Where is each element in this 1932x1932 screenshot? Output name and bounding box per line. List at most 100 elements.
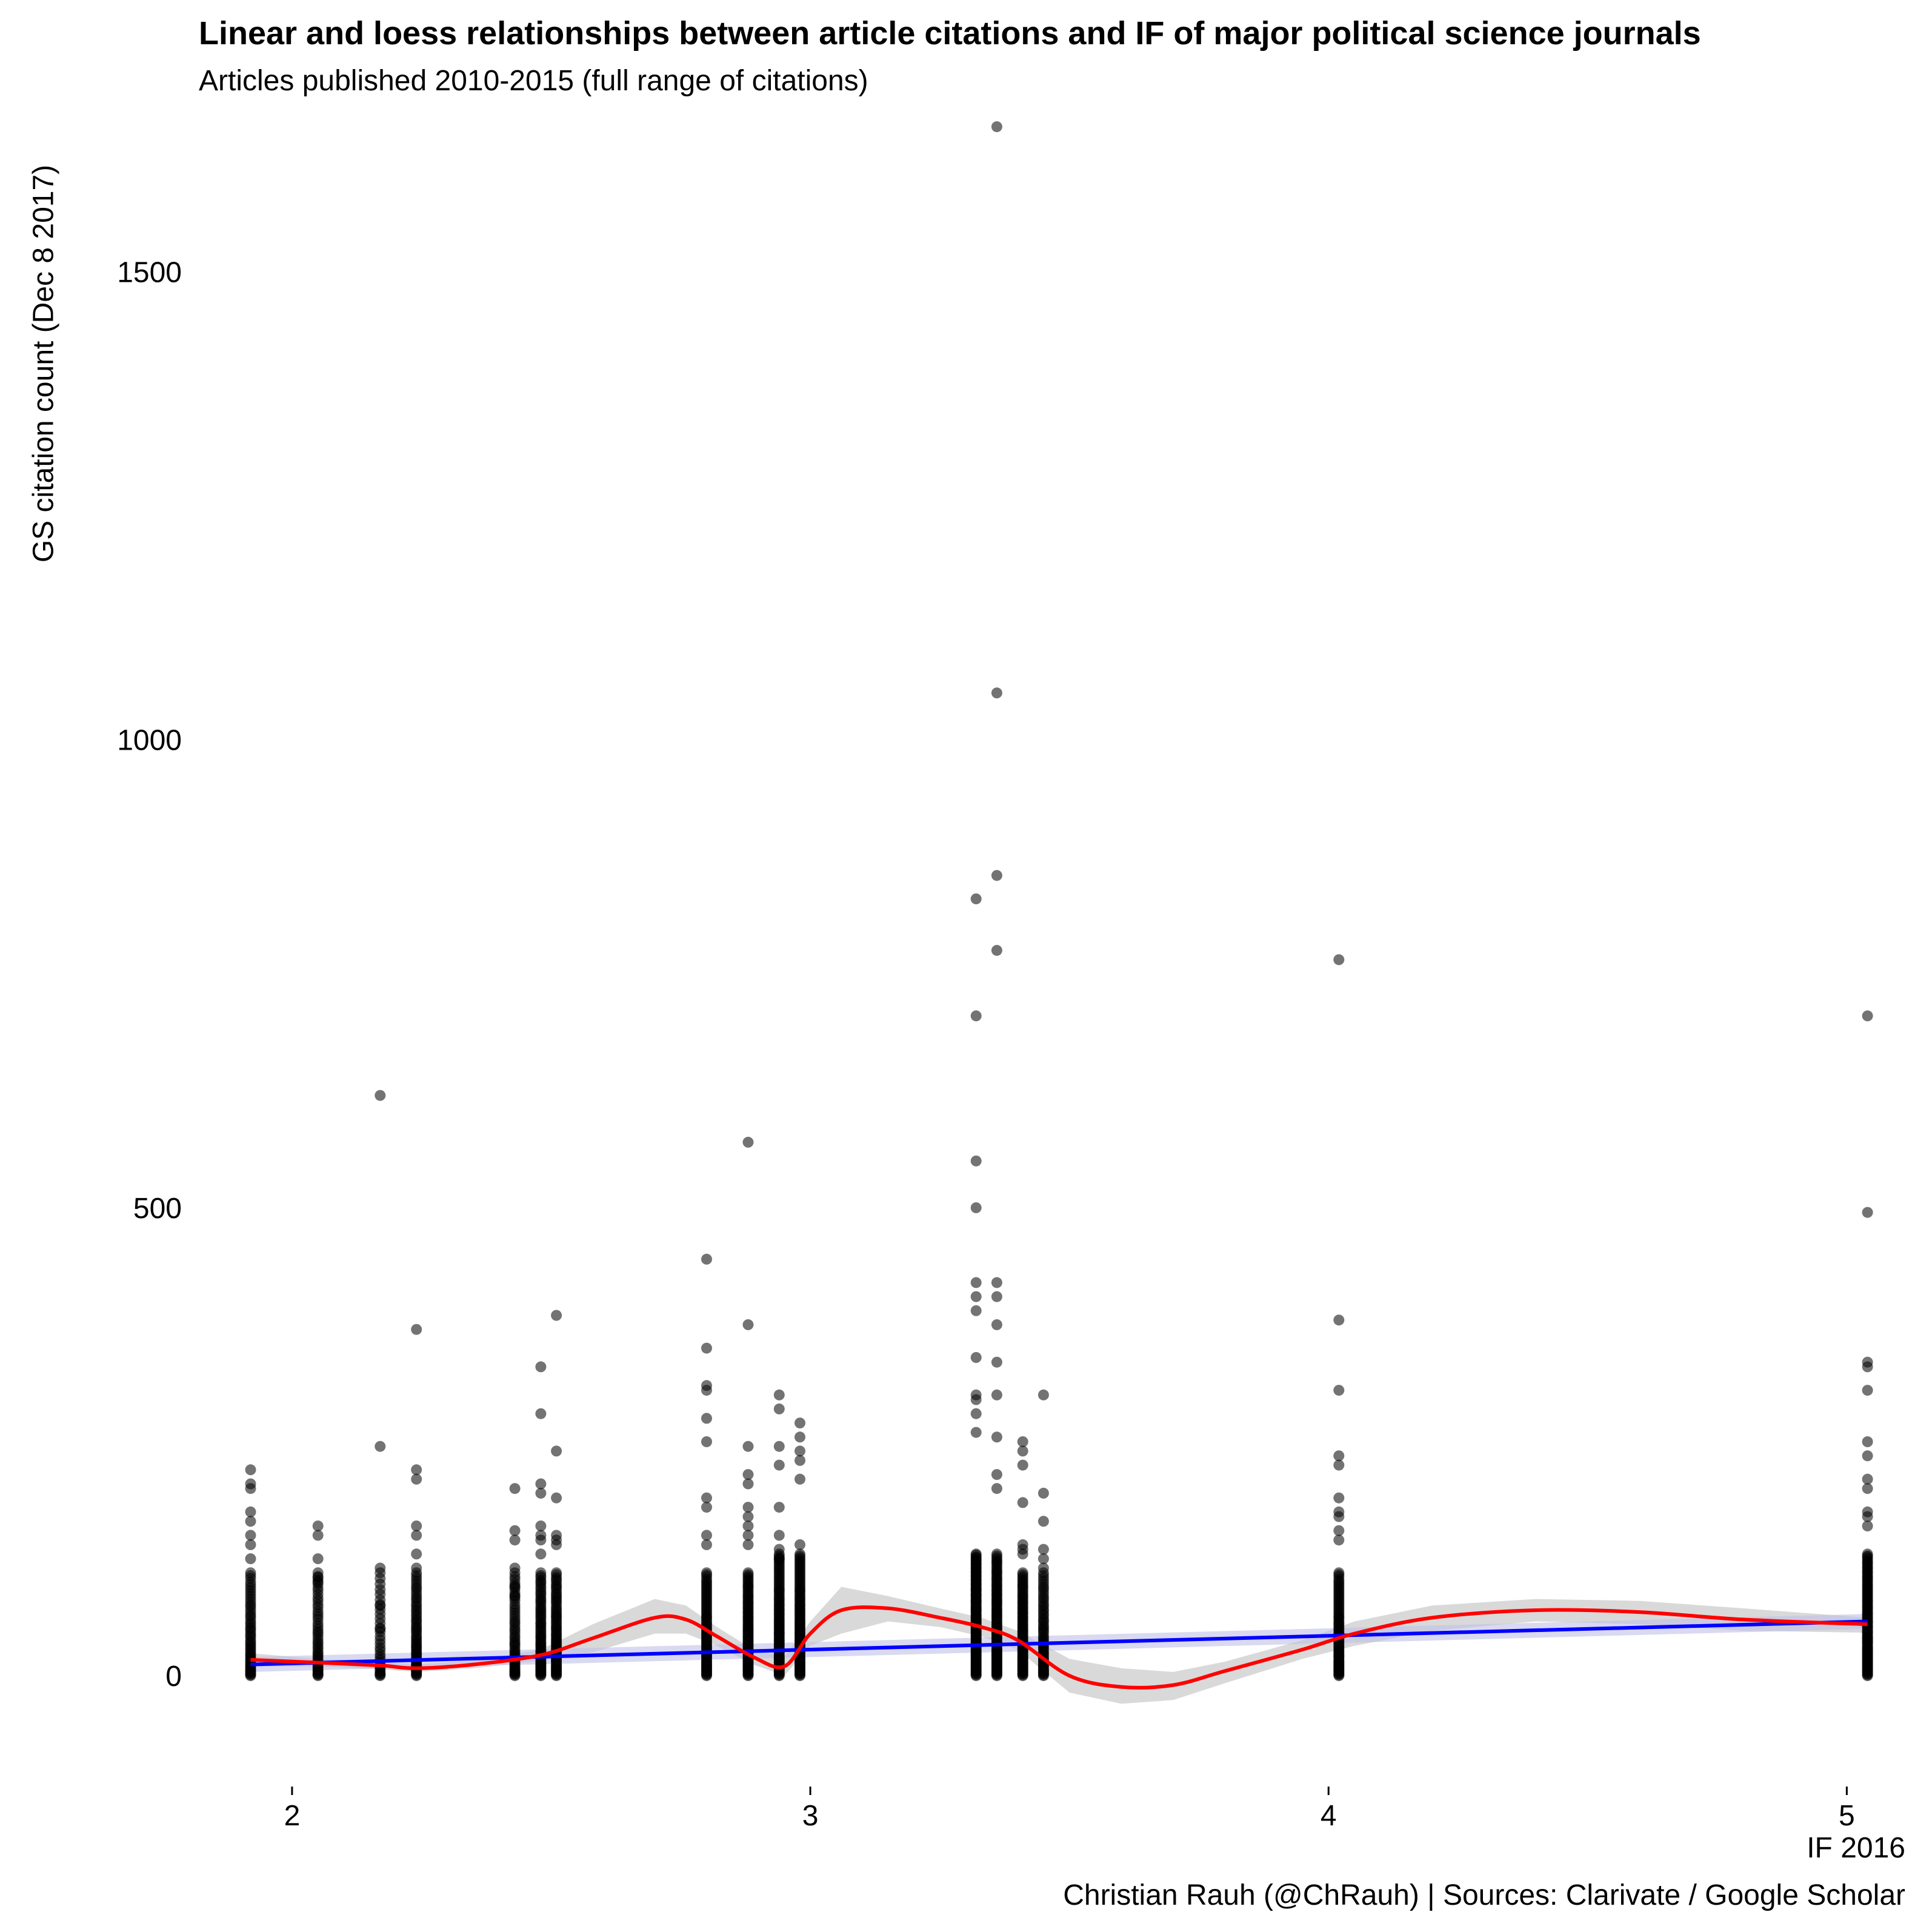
data-point: [245, 1539, 256, 1550]
data-point: [411, 1530, 422, 1541]
data-point: [1038, 1389, 1049, 1401]
data-point: [312, 1576, 324, 1588]
data-point: [742, 1319, 754, 1330]
data-point: [551, 1539, 562, 1550]
data-point: [1333, 1385, 1345, 1396]
data-point: [970, 1548, 982, 1560]
fit-lines-layer: [250, 1605, 1868, 1690]
data-point: [970, 1277, 982, 1288]
data-point: [970, 1155, 982, 1167]
data-point: [1862, 1483, 1873, 1494]
data-point: [509, 1590, 521, 1602]
data-point: [1862, 1548, 1873, 1560]
data-point: [245, 1464, 256, 1476]
data-point: [509, 1562, 521, 1574]
data-point: [773, 1553, 785, 1565]
data-point: [1017, 1445, 1028, 1457]
chart-title: Linear and loess relationships between a…: [199, 15, 1701, 52]
data-point: [701, 1567, 712, 1579]
data-point: [701, 1253, 712, 1265]
data-point: [1333, 1314, 1345, 1326]
data-point: [701, 1342, 712, 1354]
data-point: [794, 1445, 805, 1457]
data-point: [794, 1417, 805, 1429]
data-point: [1038, 1553, 1049, 1565]
data-point: [312, 1521, 324, 1531]
data-point: [535, 1478, 547, 1490]
data-point: [742, 1502, 754, 1513]
data-point: [535, 1361, 547, 1373]
data-point: [970, 1394, 982, 1405]
data-point: [375, 1441, 386, 1452]
data-point: [1038, 1516, 1049, 1527]
data-point: [991, 1548, 1002, 1560]
x-tick-label: 5: [1839, 1800, 1855, 1832]
chart-caption: Christian Rauh (@ChRauh) | Sources: Clar…: [1063, 1879, 1905, 1911]
data-point: [1333, 1492, 1345, 1504]
data-point: [742, 1441, 754, 1452]
points-layer: [245, 121, 1873, 1682]
data-point: [1333, 1511, 1345, 1522]
data-point: [509, 1483, 521, 1494]
data-point: [991, 1469, 1002, 1481]
data-point: [991, 1277, 1002, 1288]
data-point: [970, 1010, 982, 1022]
data-point: [794, 1431, 805, 1443]
x-axis-label: IF 2016: [1807, 1832, 1905, 1864]
data-point: [742, 1511, 754, 1522]
data-point: [991, 1356, 1002, 1368]
data-point: [375, 1623, 386, 1634]
data-point: [701, 1539, 712, 1550]
data-point: [773, 1530, 785, 1541]
data-point: [375, 1600, 386, 1611]
axes-layer: 2 3 4 5 0 500 1000 1500: [117, 256, 1855, 1832]
data-point: [991, 1431, 1002, 1443]
data-point: [1333, 1567, 1345, 1579]
data-point: [773, 1389, 785, 1401]
data-point: [1333, 1525, 1345, 1536]
data-point: [1017, 1548, 1028, 1560]
data-point: [551, 1567, 562, 1579]
loess-fit-line: [250, 1605, 1868, 1690]
data-point: [773, 1502, 785, 1513]
data-point: [742, 1469, 754, 1481]
data-point: [1017, 1436, 1028, 1447]
data-point: [1333, 1459, 1345, 1471]
data-point: [1862, 1511, 1873, 1522]
data-point: [742, 1478, 754, 1490]
y-tick-label: 1000: [117, 725, 182, 757]
data-point: [535, 1567, 547, 1579]
data-point: [535, 1408, 547, 1419]
data-point: [970, 1305, 982, 1316]
data-point: [742, 1530, 754, 1541]
data-point: [375, 1562, 386, 1574]
data-point: [411, 1464, 422, 1476]
data-point: [1862, 1436, 1873, 1447]
data-point: [245, 1567, 256, 1579]
data-point: [535, 1521, 547, 1531]
data-point: [1017, 1497, 1028, 1508]
data-point: [1862, 1521, 1873, 1531]
data-point: [1862, 1385, 1873, 1396]
data-point: [535, 1487, 547, 1499]
y-tick-label: 1500: [117, 256, 182, 288]
data-point: [742, 1136, 754, 1148]
data-point: [509, 1581, 521, 1593]
data-point: [970, 1408, 982, 1419]
data-point: [551, 1492, 562, 1504]
data-point: [742, 1567, 754, 1579]
data-point: [773, 1459, 785, 1471]
x-tick-label: 4: [1321, 1800, 1337, 1832]
data-point: [1038, 1544, 1049, 1555]
data-point: [773, 1403, 785, 1414]
data-point: [794, 1454, 805, 1466]
data-point: [991, 1389, 1002, 1401]
data-point: [245, 1516, 256, 1527]
data-point: [1862, 1207, 1873, 1218]
x-tick-label: 2: [284, 1800, 301, 1832]
data-point: [970, 1427, 982, 1438]
data-point: [773, 1544, 785, 1555]
loess-confidence-band-layer: [250, 1587, 1868, 1704]
data-point: [970, 1202, 982, 1213]
